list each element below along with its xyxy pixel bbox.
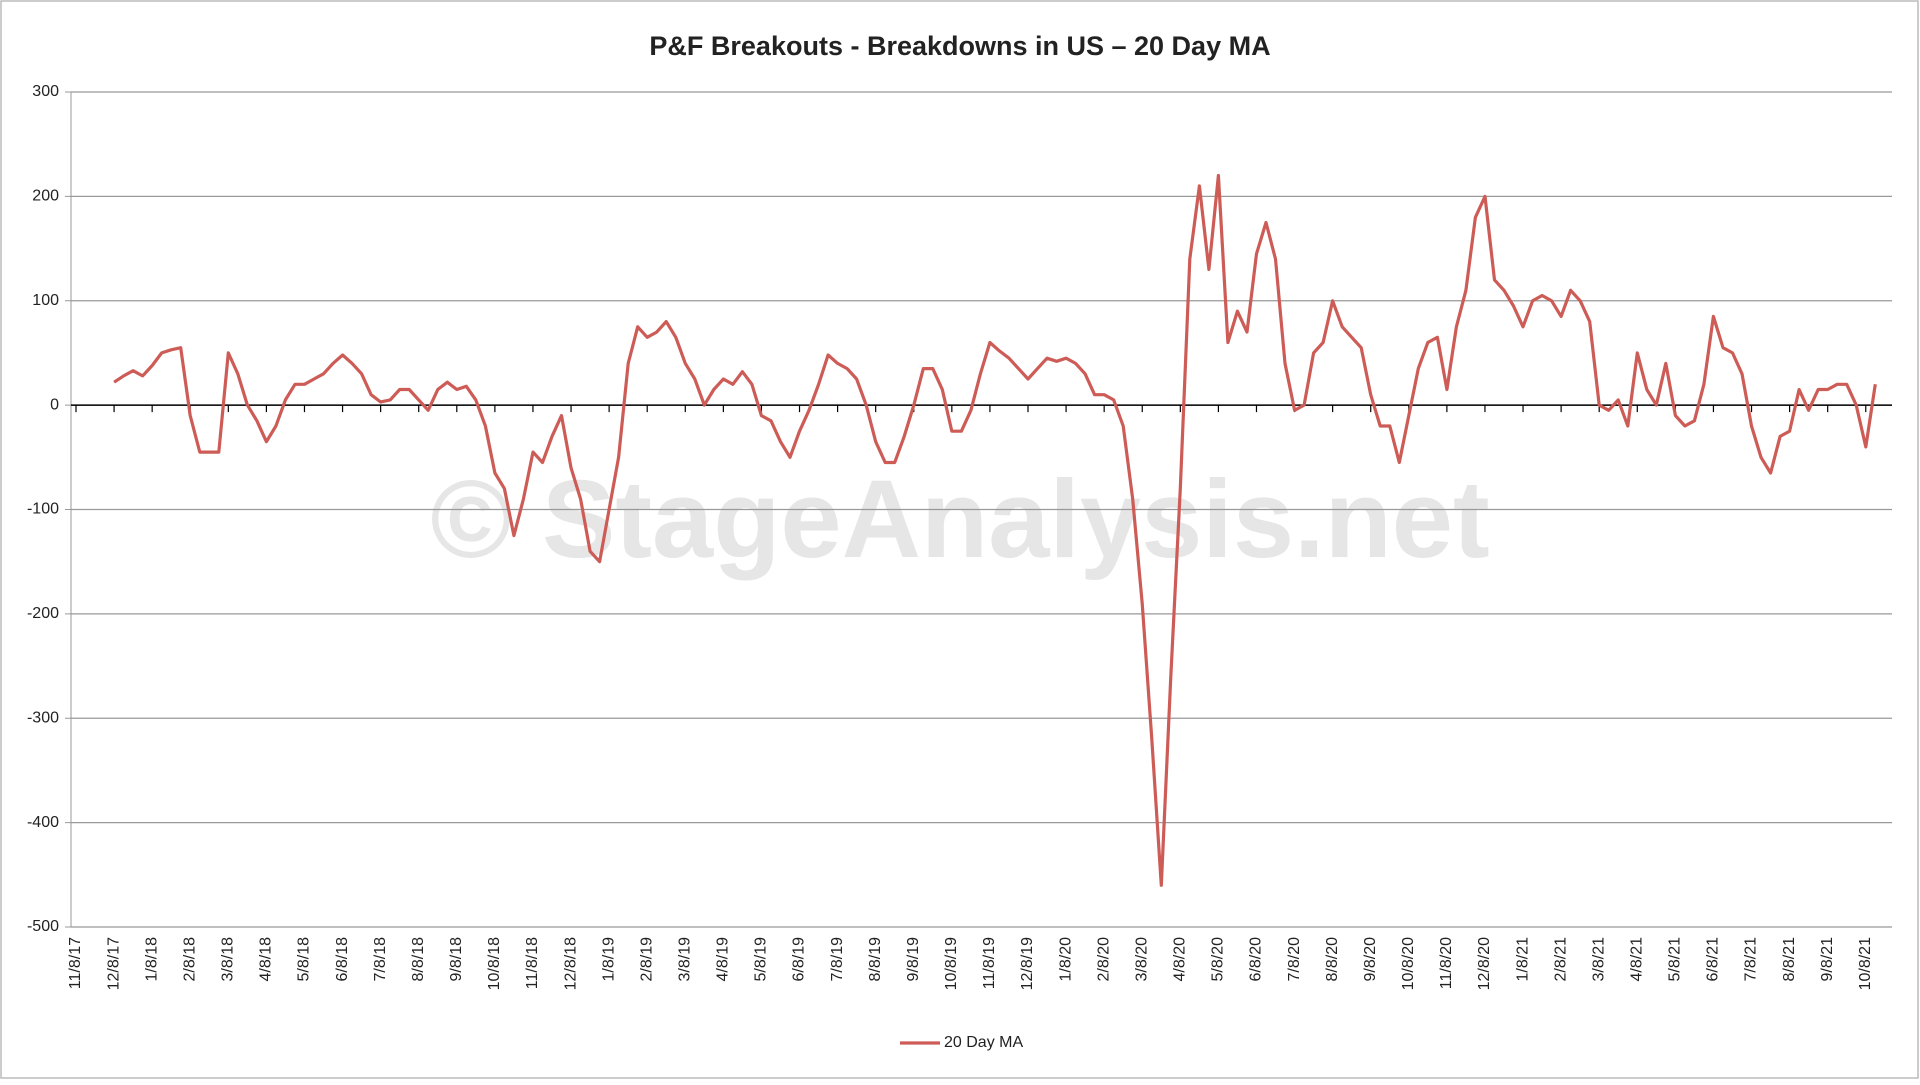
x-tick-label: 9/8/21 — [1819, 937, 1836, 982]
x-tick-label: 5/8/20 — [1210, 937, 1227, 982]
x-tick-label: 10/8/18 — [486, 937, 503, 990]
x-tick-label: 11/8/18 — [524, 937, 541, 989]
x-tick-label: 9/8/20 — [1362, 937, 1379, 982]
x-tick-label: 1/8/21 — [1514, 937, 1531, 982]
x-tick-label: 8/8/21 — [1781, 937, 1798, 982]
x-tick-label: 11/8/17 — [67, 937, 84, 989]
x-tick-label: 11/8/19 — [981, 937, 998, 989]
x-tick-label: 8/8/19 — [867, 937, 884, 982]
x-tick-label: 1/8/18 — [143, 937, 160, 982]
x-tick-label: 8/8/20 — [1324, 937, 1341, 982]
x-tick-label: 7/8/19 — [829, 937, 846, 982]
y-tick-label: 200 — [32, 188, 59, 205]
x-tick-label: 12/8/17 — [105, 937, 122, 990]
x-tick-label: 10/8/21 — [1857, 937, 1874, 990]
x-tick-label: 6/8/21 — [1705, 937, 1722, 982]
x-tick-label: 5/8/21 — [1667, 937, 1684, 982]
x-tick-label: 4/8/18 — [258, 937, 275, 982]
y-tick-label: -300 — [27, 709, 59, 726]
x-tick-label: 12/8/19 — [1019, 937, 1036, 990]
x-tick-label: 10/8/20 — [1400, 937, 1417, 990]
y-tick-label: -200 — [27, 605, 59, 622]
x-tick-label: 5/8/19 — [753, 937, 770, 982]
data-line — [113, 173, 1877, 887]
x-tick-label: 10/8/19 — [943, 937, 960, 990]
legend-label: 20 Day MA — [944, 1034, 1023, 1051]
x-tick-label: 3/8/19 — [676, 937, 693, 982]
y-tick-label: -400 — [27, 814, 59, 831]
y-tick-label: 100 — [32, 292, 59, 309]
chart-title: P&F Breakouts - Breakdowns in US – 20 Da… — [649, 31, 1270, 61]
x-tick-label: 8/8/18 — [410, 937, 427, 982]
x-tick-label: 12/8/18 — [562, 937, 579, 990]
x-tick-label: 3/8/21 — [1590, 937, 1607, 982]
y-tick-label: 0 — [50, 396, 59, 413]
x-tick-label: 6/8/20 — [1248, 937, 1265, 982]
x-tick-label: 7/8/20 — [1286, 937, 1303, 982]
x-tick-label: 6/8/18 — [334, 937, 351, 982]
x-tick-label: 4/8/20 — [1172, 937, 1189, 982]
x-tick-label: 7/8/21 — [1743, 937, 1760, 982]
y-tick-label: -500 — [27, 918, 59, 935]
y-tick-label: -100 — [27, 501, 59, 518]
x-tick-label: 3/8/18 — [220, 937, 237, 982]
x-tick-label: 11/8/20 — [1438, 937, 1455, 989]
x-tick-label: 2/8/21 — [1552, 937, 1569, 982]
x-tick-label: 4/8/19 — [715, 937, 732, 982]
x-tick-label: 2/8/20 — [1095, 937, 1112, 982]
x-tick-label: 1/8/19 — [600, 937, 617, 982]
x-tick-label: 7/8/18 — [372, 937, 389, 982]
y-tick-label: 300 — [32, 83, 59, 100]
x-tick-label: 3/8/20 — [1133, 937, 1150, 982]
x-tick-label: 9/8/19 — [905, 937, 922, 982]
x-tick-label: 1/8/20 — [1057, 937, 1074, 982]
x-tick-label: 5/8/18 — [296, 937, 313, 982]
x-tick-label: 4/8/21 — [1628, 937, 1645, 982]
watermark: © StageAnalysis.net — [430, 458, 1489, 581]
x-tick-label: 12/8/20 — [1476, 937, 1493, 990]
x-tick-label: 9/8/18 — [448, 937, 465, 982]
x-tick-label: 6/8/19 — [791, 937, 808, 982]
x-tick-label: 2/8/19 — [638, 937, 655, 982]
x-tick-label: 2/8/18 — [181, 937, 198, 982]
